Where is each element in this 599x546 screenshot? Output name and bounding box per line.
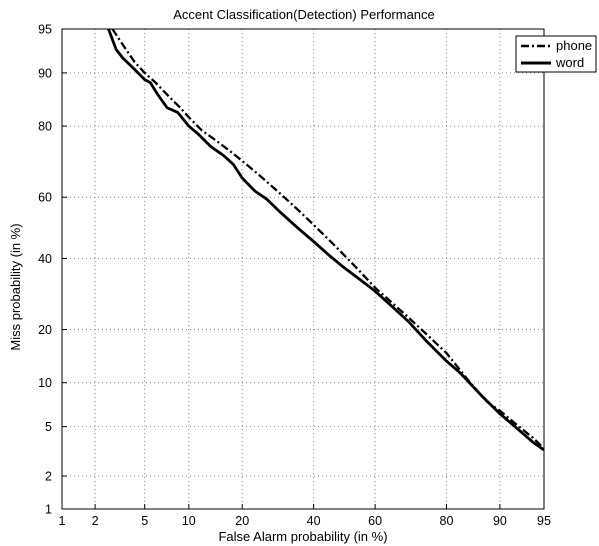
y-tick-label: 40	[38, 252, 52, 266]
y-tick-label: 95	[38, 23, 52, 37]
x-tick-label: 5	[141, 514, 148, 528]
y-tick-label: 10	[38, 376, 52, 390]
y-axis-title: Miss probability (in %)	[8, 223, 23, 350]
x-tick-label: 40	[307, 514, 321, 528]
chart-title: Accent Classification(Detection) Perform…	[173, 7, 435, 22]
x-tick-label: 2	[92, 514, 99, 528]
y-tick-label: 1	[45, 503, 52, 517]
y-tick-label: 5	[45, 420, 52, 434]
ticks-layer: 1 2 5 10 20 40 60 80 90 95 1 2 5 10 20 40 60 80 90 95	[38, 23, 551, 529]
legend-box	[515, 35, 597, 73]
x-tick-label: 20	[235, 514, 249, 528]
y-tick-label: 90	[38, 66, 52, 80]
y-tick-label: 60	[38, 191, 52, 205]
series-layer	[107, 28, 545, 452]
legend: phone word	[515, 35, 597, 73]
x-tick-label: 1	[59, 514, 66, 528]
grid-layer	[62, 29, 544, 509]
x-tick-label: 80	[440, 514, 454, 528]
y-tick-label: 80	[38, 120, 52, 134]
y-tick-label: 20	[38, 323, 52, 337]
series-line-phone	[111, 28, 545, 450]
x-axis-title: False Alarm probability (in %)	[218, 529, 387, 544]
legend-label-word: word	[555, 55, 584, 70]
x-tick-label: 95	[537, 514, 551, 528]
x-tick-label: 90	[493, 514, 507, 528]
legend-label-phone: phone	[556, 38, 592, 53]
x-tick-label: 60	[368, 514, 382, 528]
y-tick-label: 2	[45, 470, 52, 484]
series-line-word	[107, 28, 545, 452]
x-tick-label: 10	[182, 514, 196, 528]
plot-frame	[61, 28, 545, 510]
